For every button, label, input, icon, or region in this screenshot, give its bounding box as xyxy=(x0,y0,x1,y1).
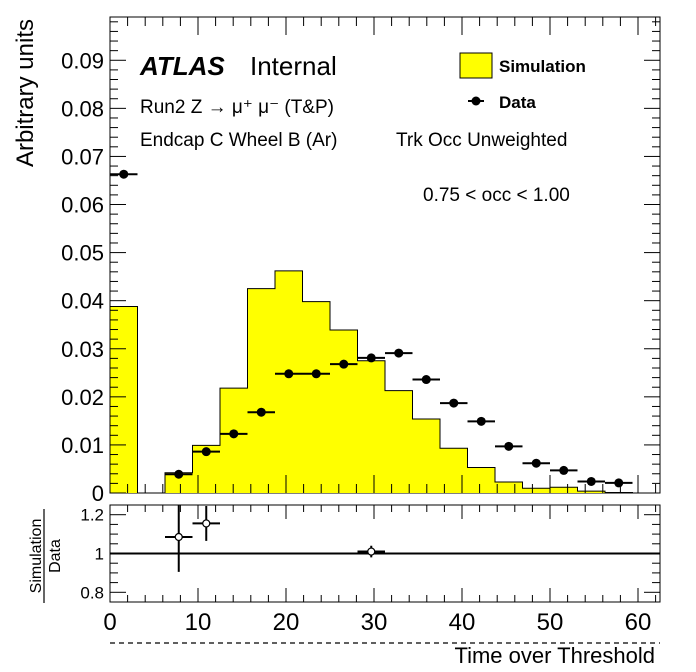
simulation-bar xyxy=(110,306,138,493)
ratio-x-tick-label: 40 xyxy=(449,609,476,636)
ratio-x-tick-label: 0 xyxy=(103,609,116,636)
simulation-bar xyxy=(330,330,358,493)
simulation-bar xyxy=(412,418,440,493)
main-x-ticks xyxy=(109,17,657,493)
simulation-histogram xyxy=(109,270,660,494)
simulation-bar xyxy=(577,491,605,493)
data-point xyxy=(394,348,404,358)
ratio-points xyxy=(165,505,385,572)
atlas-label: ATLAS xyxy=(139,51,225,81)
ratio-point xyxy=(202,519,211,528)
data-point xyxy=(559,465,569,475)
ratio-panel: 0.8 1 1.2 0 10 20 30 40 50 60 Simulation Data Ti… xyxy=(28,504,661,668)
data-point xyxy=(614,478,624,488)
x-axis-title: Time over Threshold xyxy=(454,643,655,668)
ratio-ylabel-denominator: Data xyxy=(47,539,64,573)
ratio-y-tick-label: 0.8 xyxy=(80,583,104,602)
simulation-bar xyxy=(550,487,578,493)
simulation-bar xyxy=(302,301,330,493)
data-point xyxy=(201,447,211,457)
data-point xyxy=(504,441,514,451)
data-point xyxy=(284,369,294,379)
main-y-tick-label: 0.09 xyxy=(61,48,104,73)
simulation-bar xyxy=(495,481,523,493)
main-y-axis-title: Arbitrary units xyxy=(12,19,39,167)
ratio-ylabel-numerator: Simulation xyxy=(28,519,45,594)
simulation-bar xyxy=(357,360,385,493)
main-y-tick-label: 0.04 xyxy=(61,289,104,314)
internal-label: Internal xyxy=(250,51,337,81)
data-point xyxy=(586,476,596,486)
legend-data-marker xyxy=(471,96,481,106)
data-point xyxy=(229,429,239,439)
main-y-tick-label: 0.02 xyxy=(61,385,104,410)
data-point xyxy=(421,375,431,385)
ratio-y-tick-label: 1 xyxy=(95,545,104,564)
simulation-bar xyxy=(247,288,275,493)
data-point xyxy=(531,458,541,468)
main-y-axis: 0 0.01 0.02 0.03 0.04 0.05 0.06 0.07 0.08 0.09 xyxy=(61,21,660,506)
simulation-bar xyxy=(385,390,413,493)
main-y-tick-label: 0.07 xyxy=(61,144,104,169)
data-point xyxy=(339,359,349,369)
simulation-bar xyxy=(467,467,495,493)
ratio-x-tick-label: 50 xyxy=(537,609,564,636)
data-point xyxy=(256,407,266,417)
main-panel: 0 0.01 0.02 0.03 0.04 0.05 0.06 0.07 0.08 0.09 Ar… xyxy=(12,16,661,506)
data-point xyxy=(311,369,321,379)
ratio-y-tick-label: 1.2 xyxy=(80,506,104,525)
simulation-bar xyxy=(275,270,303,493)
main-y-tick-label: 0.08 xyxy=(61,96,104,121)
ratio-x-tick-label: 30 xyxy=(361,609,388,636)
data-point xyxy=(366,353,376,363)
ratio-x-axis: 0 10 20 30 40 50 60 xyxy=(103,505,657,636)
weighting-label: Trk Occ Unweighted xyxy=(396,130,567,151)
simulation-outline xyxy=(109,270,660,494)
process-label: Run2 Z → μ⁺ μ⁻ (T&P) xyxy=(140,97,334,118)
data-point xyxy=(119,169,129,179)
ratio-y-axis: 0.8 1 1.2 xyxy=(80,504,660,603)
simulation-bar xyxy=(220,388,248,493)
data-point xyxy=(174,469,184,479)
legend: Simulation Data xyxy=(459,52,586,112)
main-y-tick-label: 0.01 xyxy=(61,433,104,458)
ratio-y-axis-title: Simulation Data xyxy=(28,509,64,603)
data-point xyxy=(449,398,459,408)
legend-data-label: Data xyxy=(499,93,536,112)
ratio-x-tick-label: 20 xyxy=(273,609,300,636)
occupancy-label: 0.75 < occ < 1.00 xyxy=(423,185,570,206)
legend-simulation-swatch xyxy=(459,52,493,79)
main-y-tick-label: 0.05 xyxy=(61,241,104,266)
main-y-tick-label: 0.03 xyxy=(61,337,104,362)
legend-simulation-label: Simulation xyxy=(499,57,586,76)
data-point xyxy=(476,416,486,426)
data-points xyxy=(110,169,633,488)
ratio-x-tick-label: 10 xyxy=(185,609,212,636)
simulation-bar xyxy=(165,472,193,493)
ratio-x-tick-label: 60 xyxy=(625,609,652,636)
simulation-bar xyxy=(522,488,550,493)
region-label: Endcap C Wheel B (Ar) xyxy=(140,130,337,151)
ratio-point xyxy=(174,532,183,542)
main-y-tick-label: 0.06 xyxy=(61,193,104,218)
ratio-point xyxy=(367,547,376,556)
main-y-tick-label: 0 xyxy=(92,481,104,506)
